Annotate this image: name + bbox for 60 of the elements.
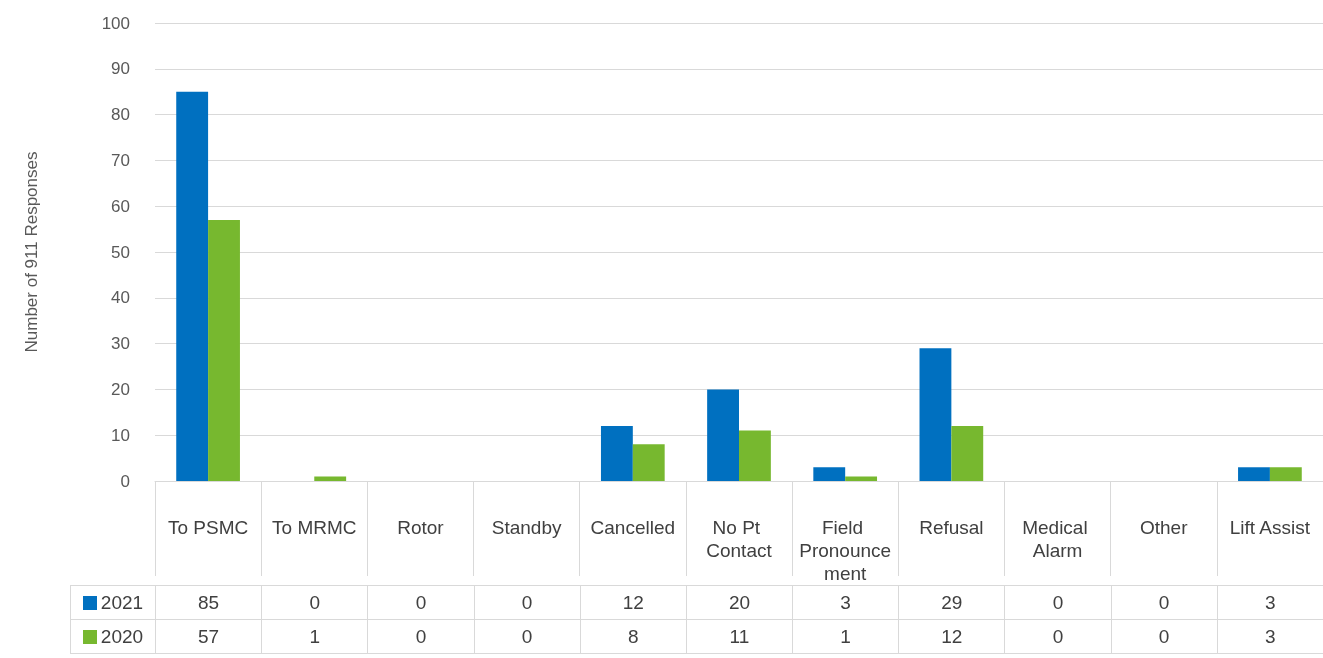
- bar: [707, 389, 739, 481]
- y-tick-label: 10: [111, 425, 130, 445]
- x-tick-label: Rotor: [397, 517, 445, 538]
- data-label: 0: [474, 619, 581, 654]
- data-label: 3: [1217, 619, 1323, 654]
- data-label: 12: [580, 585, 687, 620]
- bar: [845, 476, 878, 481]
- bar: [813, 467, 846, 481]
- y-tick-label: 80: [111, 105, 130, 125]
- y-tick-label: 70: [111, 150, 130, 170]
- data-label: 3: [1217, 585, 1323, 620]
- legend-label: 2020: [100, 625, 144, 647]
- data-label: 57: [155, 619, 262, 654]
- legend-label: 2021: [100, 591, 144, 613]
- y-tick-label: 50: [111, 242, 130, 262]
- data-label: 20: [686, 585, 793, 620]
- data-label: 1: [261, 619, 368, 654]
- y-axis-title: Number of 911 Responses: [22, 151, 41, 353]
- y-tick-label: 100: [101, 13, 130, 33]
- data-label: 0: [367, 619, 475, 654]
- x-tick-label: Field Pronouncement: [799, 517, 892, 584]
- y-tick-label: 60: [111, 196, 130, 216]
- y-tick-label: 20: [111, 379, 130, 399]
- y-tick-label: 40: [111, 288, 130, 308]
- x-tick-label: To PSMC: [167, 517, 249, 538]
- data-label: 0: [474, 585, 581, 620]
- bar: [176, 91, 209, 481]
- data-label: 12: [898, 619, 1005, 654]
- data-label: 11: [686, 619, 793, 654]
- data-label: 29: [898, 585, 1005, 620]
- bar: [951, 426, 984, 481]
- data-label: 0: [1004, 585, 1112, 620]
- data-label: 85: [155, 585, 262, 620]
- bar: [919, 348, 952, 481]
- data-label: 0: [367, 585, 475, 620]
- data-label: 0: [261, 585, 368, 620]
- bar: [1238, 467, 1270, 481]
- bar: [1269, 467, 1302, 481]
- bar: [632, 444, 665, 481]
- y-tick-label: 30: [111, 334, 130, 354]
- bar: [739, 430, 771, 481]
- data-label: 0: [1111, 619, 1218, 654]
- data-label: 8: [580, 619, 687, 654]
- data-label: 1: [792, 619, 899, 654]
- x-tick-label: To MRMC: [272, 517, 357, 538]
- x-tick-label: Other: [1139, 517, 1189, 538]
- x-tick-label: Medical Alarm: [1022, 517, 1093, 561]
- bar: [208, 219, 240, 481]
- x-tick-label: Standby: [491, 517, 562, 538]
- x-tick-label: Cancelled: [590, 517, 676, 538]
- x-tick-label: No Pt Contact: [706, 517, 773, 561]
- y-tick-label: 90: [111, 59, 130, 79]
- bar: [314, 476, 347, 481]
- data-label: 0: [1004, 619, 1112, 654]
- x-tick-label: Refusal: [919, 517, 984, 538]
- bar: [600, 426, 633, 481]
- x-tick-label: Lift Assist: [1229, 517, 1311, 538]
- data-label: 0: [1111, 585, 1218, 620]
- data-label: 3: [792, 585, 899, 620]
- y-tick-label: 0: [120, 471, 130, 491]
